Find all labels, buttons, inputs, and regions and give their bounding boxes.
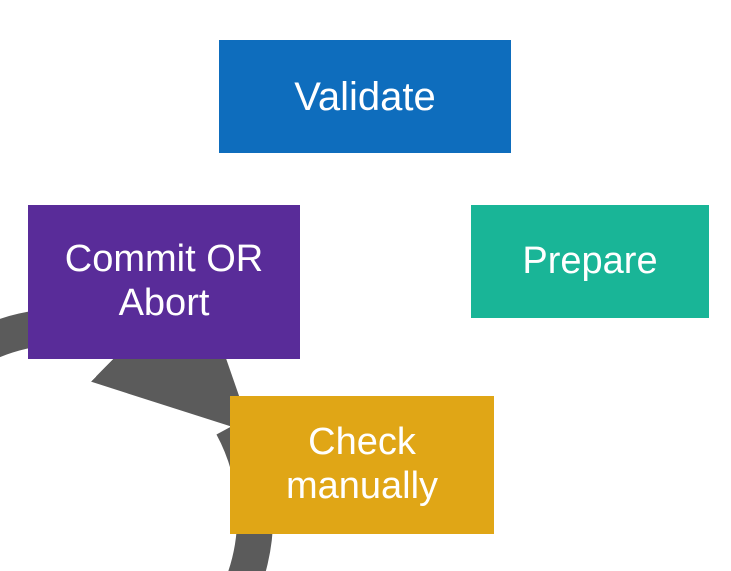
node-prepare: Prepare [471,205,709,318]
node-check-manually: Check manually [230,396,494,534]
node-label: Validate [294,74,436,120]
cycle-diagram: Validate Prepare Check manually Commit O… [0,0,731,571]
node-label: Commit OR Abort [38,238,290,325]
node-label: Prepare [522,240,657,284]
node-commit-or-abort: Commit OR Abort [28,205,300,359]
node-label: Check manually [240,421,484,508]
node-validate: Validate [219,40,511,153]
